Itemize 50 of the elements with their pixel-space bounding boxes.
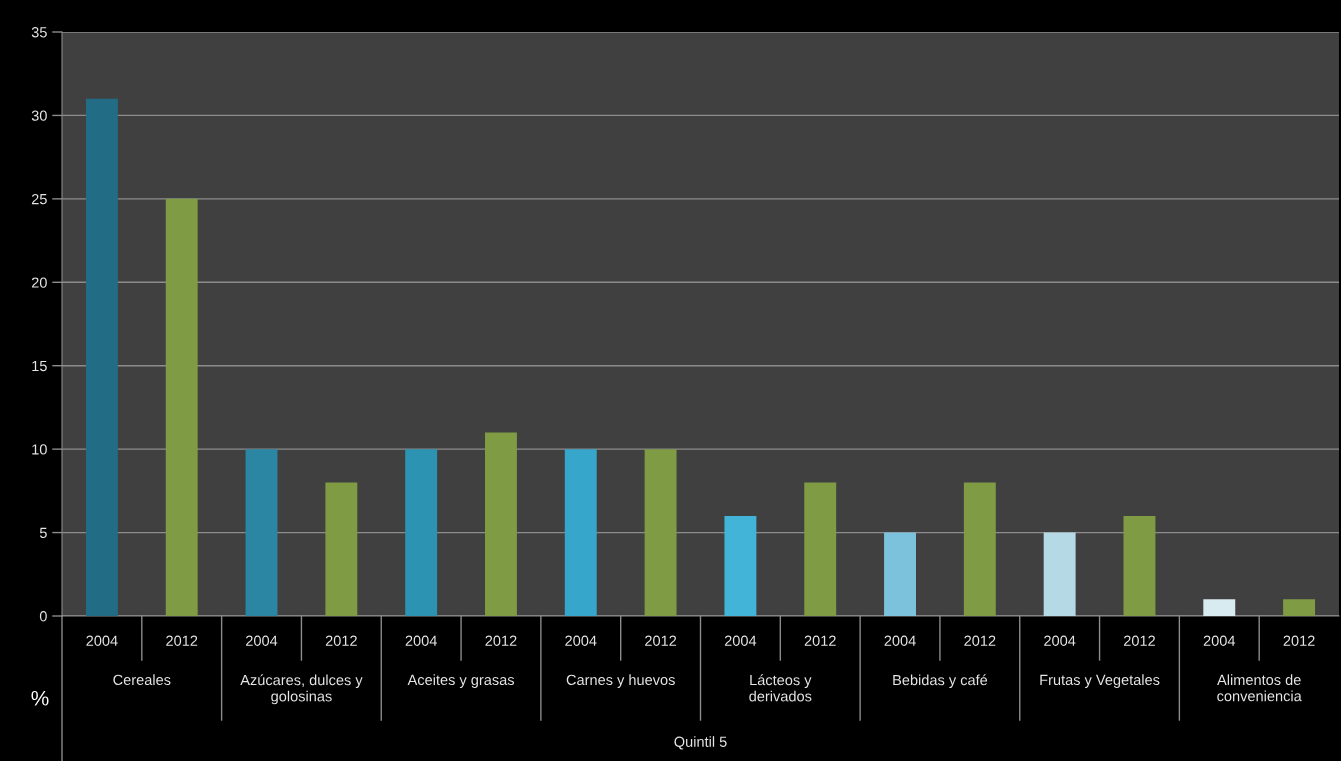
x-tick-label: Lácteos y derivados — [749, 674, 812, 702]
y-tick-label: 10 — [32, 444, 47, 455]
bar — [963, 482, 996, 616]
text: 2004 — [1044, 635, 1076, 646]
bar — [1123, 515, 1156, 616]
x-tick-label: Bebidas y café — [893, 674, 988, 689]
x-axis-title: Quintil 5 — [674, 736, 727, 750]
y-tick-label: 5 — [39, 527, 47, 538]
bar — [564, 449, 597, 616]
text: 2012 — [1283, 635, 1315, 646]
y-tick-label: 15 — [32, 360, 47, 372]
bar — [325, 482, 358, 616]
text: 2004 — [1203, 635, 1236, 646]
text: 2004 — [246, 635, 278, 646]
text: 2012 — [325, 635, 357, 646]
bar — [245, 449, 278, 616]
bar — [1283, 599, 1316, 616]
text: 2012 — [485, 635, 517, 646]
y-tick-label: 30 — [31, 110, 47, 121]
bar — [85, 98, 118, 616]
bar — [405, 449, 438, 616]
text: 2004 — [724, 635, 757, 646]
y-tick-label: 35 — [31, 27, 47, 38]
bar — [485, 432, 517, 616]
series-label: 2012 — [166, 635, 198, 646]
bar — [804, 482, 837, 616]
series-label: 2004 — [86, 635, 118, 646]
bar — [724, 515, 757, 616]
text: 2012 — [964, 635, 996, 646]
text: 2012 — [804, 635, 836, 646]
text: 2004 — [884, 635, 916, 646]
y-tick-label: 20 — [31, 277, 47, 288]
y-tick-label: 25 — [31, 193, 47, 205]
bar — [884, 532, 916, 616]
y-axis-title: % — [31, 690, 49, 706]
x-tick-label: Aceites y grasas — [407, 674, 515, 688]
x-tick-label: Cereales — [113, 674, 171, 686]
x-tick-label: Carnes y huevos — [566, 674, 675, 688]
y-tick-label: 0 — [39, 611, 47, 622]
x-tick-label: Azúcares, dulces y golosinas — [240, 674, 363, 705]
bar — [644, 449, 677, 616]
text: 2004 — [565, 635, 597, 646]
x-tick-label: Alimentos de conveniencia — [1217, 674, 1302, 702]
bar — [165, 198, 198, 616]
bar — [1043, 532, 1076, 616]
text: 2004 — [405, 635, 437, 646]
text: 2012 — [1123, 635, 1155, 646]
bar — [1203, 599, 1236, 616]
x-tick-label: Frutas y Vegetales — [1040, 674, 1160, 688]
text: 2012 — [645, 635, 677, 646]
